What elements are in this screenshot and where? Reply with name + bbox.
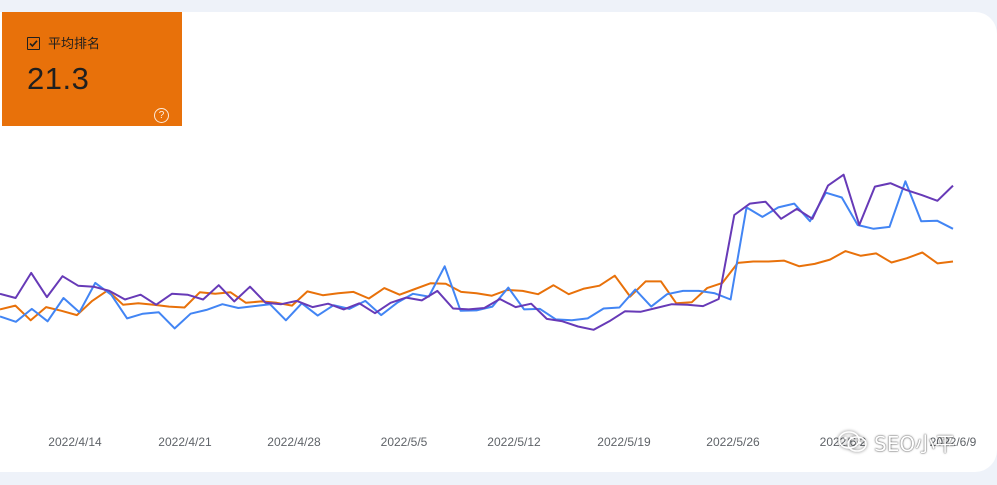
watermark: SEO小平: [838, 425, 955, 459]
series-line-3: [0, 173, 954, 331]
x-tick-label: 2022/6/9: [930, 435, 977, 449]
metric-label: 平均排名: [48, 37, 101, 52]
watermark-text: SEO小平: [874, 431, 956, 456]
series-line-2: [0, 180, 954, 330]
wechat-icon: [838, 431, 867, 452]
x-tick-label: 2022/6/2: [820, 435, 867, 449]
average-position-metric-card[interactable]: 平均排名 21.3 ?: [2, 12, 182, 126]
x-tick-label: 2022/5/5: [381, 435, 428, 449]
help-circle-icon[interactable]: ?: [154, 108, 169, 123]
series-layer: [0, 173, 954, 331]
x-tick-label: 2022/4/14: [48, 435, 102, 449]
metric-value: 21.3: [27, 61, 90, 96]
x-tick-label: 2022/5/12: [487, 435, 541, 449]
x-tick-label: 2022/5/19: [597, 435, 651, 449]
x-axis-ticks: 2022/4/14 2022/4/21 2022/4/28 2022/5/5 2022/…: [48, 435, 976, 449]
x-tick-label: 2022/4/28: [267, 435, 321, 449]
x-tick-label: 2022/4/21: [158, 435, 212, 449]
series-line-1: [0, 250, 954, 322]
checkbox-checked-icon[interactable]: [27, 37, 40, 50]
x-tick-label: 2022/5/26: [706, 435, 760, 449]
